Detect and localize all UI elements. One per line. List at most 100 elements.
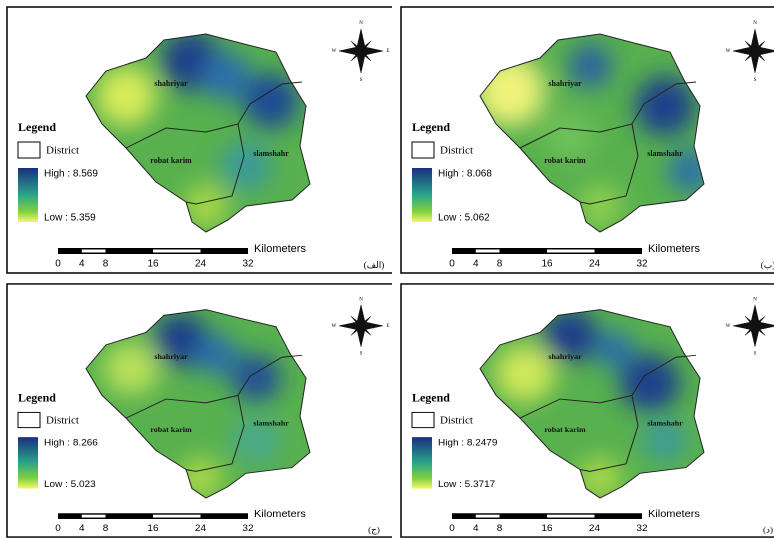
panel-border [6,283,392,538]
panel-border [400,283,774,538]
scale-tick-label: 8 [103,523,109,534]
district-legend-label: District [46,145,79,157]
scale-unit: Kilometers [648,508,700,520]
raster-blob [243,73,299,129]
color-ramp [412,437,432,489]
scale-segment [81,514,106,518]
raster-blob [643,419,687,461]
map-outline [85,309,311,499]
scale-tick-label: 32 [242,259,254,270]
scale-unit: Kilometers [254,508,306,520]
district-label: slamshahr [253,149,289,158]
compass-letter: W [726,324,731,329]
district-label: slamshahr [647,419,683,428]
district-label: robat karim [544,425,586,434]
compass-letter: S [754,78,757,83]
district-border [519,81,697,205]
raster-blob [568,44,612,88]
raster-blob [620,354,680,412]
raster-blob [184,184,228,228]
scale-tick-label: 16 [541,523,552,534]
compass-letter: N [753,21,757,26]
panel-label: (ب) [761,260,774,270]
scale-segment [153,249,201,253]
legend-title: Legend [18,392,56,405]
compass-letter: W [332,324,337,329]
district-label: robat karim [544,156,586,165]
scale-tick-label: 16 [147,523,158,534]
scale-tick-label: 16 [541,259,553,270]
compass-letter: E [386,324,389,329]
scale-tick-label: 8 [103,259,109,270]
map-outline [479,33,705,233]
scale-segment [547,514,595,518]
scale-tick-label: 0 [449,523,455,534]
scale-segment [547,249,595,253]
scale-segment [475,249,500,253]
compass-star [732,28,774,74]
map-outline [85,33,311,233]
panel-border [400,6,774,274]
raster-blob [194,333,238,376]
compass-letter: E [386,49,389,54]
panel-border [6,6,392,274]
district-legend-label: District [440,145,473,157]
district-label: shahriyar [548,352,582,361]
district-label: slamshahr [253,419,289,428]
scale-tick-label: 8 [497,259,503,270]
compass-star [338,28,384,74]
panel-label: (ج) [368,525,380,536]
scale-tick-label: 24 [195,523,207,534]
compass-letter: S [360,352,363,357]
map [480,34,704,232]
raster-blob [578,457,622,499]
scale-tick-label: 16 [147,259,159,270]
map-raster [96,34,299,228]
scale-tick-label: 24 [589,259,601,270]
scale-tick-label: 4 [79,523,85,534]
color-ramp [412,168,432,222]
raster-blob [595,330,635,369]
district-legend-label: District [46,415,79,427]
district-label: robat karim [150,156,192,165]
scale-segment [153,514,201,518]
compass-letter: N [753,297,757,302]
raster-blob [480,56,545,126]
map-raster [480,44,704,228]
legend-high: High : 8.2479 [438,438,497,449]
map-raster [103,313,281,499]
color-ramp [18,168,38,222]
legend-high: High : 8.266 [44,438,98,449]
district-label: robat karim [150,425,192,434]
scale-tick-label: 0 [449,259,455,270]
raster-blob [545,111,595,161]
map [86,34,310,232]
legend-low: Low : 5.359 [44,213,96,224]
legend-title: Legend [412,120,450,134]
district-legend-label: District [440,415,473,427]
map [480,309,704,499]
color-ramp [18,437,38,489]
raster-blob [231,354,281,402]
compass-star [732,304,774,347]
district-label: shahriyar [548,79,582,88]
scale-tick-label: 32 [242,523,253,534]
district-swatch [17,141,41,159]
legend-low: Low : 5.023 [44,479,96,490]
legend-high: High : 8.068 [438,169,492,180]
legend-title: Legend [412,392,450,405]
scale-tick-label: 4 [79,259,85,270]
raster-blob [635,76,695,136]
district-swatch [17,411,41,429]
raster-blob [103,341,159,396]
